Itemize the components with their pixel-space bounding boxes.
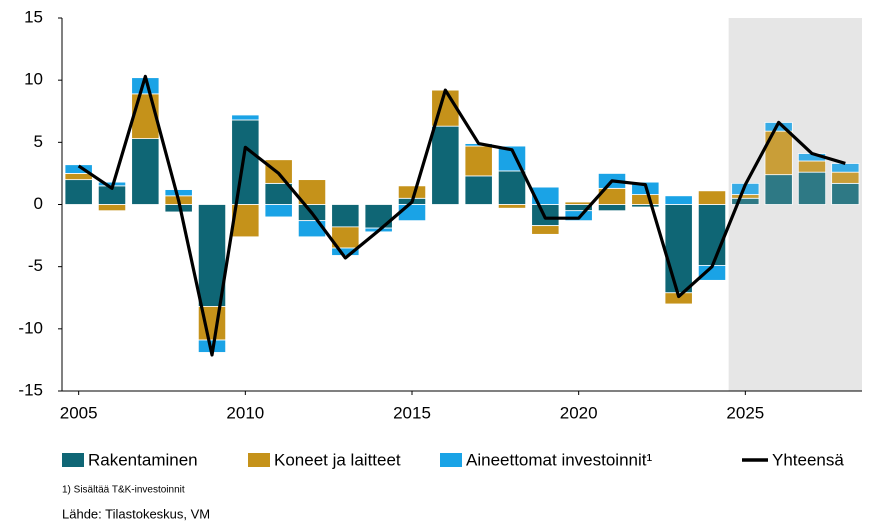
source: Lähde: Tilastokeskus, VM bbox=[62, 506, 210, 521]
y-tick-label: 5 bbox=[34, 132, 43, 151]
bar bbox=[531, 225, 560, 235]
bar bbox=[664, 204, 693, 294]
legend-label: Rakentaminen bbox=[88, 450, 198, 469]
bar bbox=[831, 163, 860, 173]
y-tick-label: -15 bbox=[18, 380, 43, 399]
footnote: 1) Sisältää T&K-investoinnit bbox=[62, 485, 185, 496]
x-tick-label: 2020 bbox=[560, 403, 598, 422]
bar bbox=[131, 138, 160, 205]
bar bbox=[331, 204, 360, 228]
legend-item: Yhteensä bbox=[742, 450, 844, 469]
bar bbox=[64, 179, 93, 205]
legend-swatch bbox=[440, 453, 462, 467]
bar bbox=[97, 204, 127, 212]
y-tick-label: -5 bbox=[28, 256, 43, 275]
bar bbox=[531, 186, 560, 205]
bar bbox=[697, 204, 727, 266]
bar bbox=[231, 119, 260, 205]
legend-swatch bbox=[248, 453, 270, 467]
bar bbox=[264, 204, 293, 218]
bar bbox=[497, 170, 527, 205]
x-tick-label: 2025 bbox=[726, 403, 764, 422]
y-tick-label: -10 bbox=[18, 318, 43, 337]
x-tick-label: 2010 bbox=[226, 403, 264, 422]
bar bbox=[397, 204, 427, 222]
bar bbox=[64, 164, 93, 174]
y-tick-label: 15 bbox=[24, 7, 43, 26]
bar bbox=[631, 194, 660, 205]
bar bbox=[731, 194, 760, 199]
bar bbox=[831, 182, 860, 205]
y-tick-label: 10 bbox=[24, 70, 43, 89]
legend-item: Rakentaminen bbox=[62, 450, 198, 469]
legend-label: Aineettomat investoinnit¹ bbox=[466, 450, 652, 469]
bar bbox=[464, 175, 493, 205]
legend-label: Yhteensä bbox=[772, 450, 844, 469]
bar bbox=[664, 195, 693, 205]
bar bbox=[731, 197, 760, 205]
legend-item: Koneet ja laitteet bbox=[248, 450, 401, 469]
bar bbox=[64, 173, 93, 181]
x-tick-label: 2005 bbox=[60, 403, 98, 422]
y-tick-label: 0 bbox=[34, 194, 43, 213]
bar bbox=[831, 171, 860, 184]
legend-swatch bbox=[62, 453, 84, 467]
bar bbox=[697, 190, 727, 205]
bar bbox=[231, 114, 260, 121]
bar bbox=[564, 201, 593, 205]
bar bbox=[797, 171, 827, 205]
bar bbox=[364, 204, 393, 229]
bar bbox=[564, 210, 593, 222]
legend-label: Koneet ja laitteet bbox=[274, 450, 401, 469]
x-tick-label: 2015 bbox=[393, 403, 431, 422]
bar bbox=[797, 160, 827, 173]
legend-item: Aineettomat investoinnit¹ bbox=[440, 450, 652, 469]
total-line bbox=[77, 74, 846, 357]
bar bbox=[431, 125, 460, 205]
bar bbox=[464, 145, 493, 177]
bar bbox=[297, 220, 327, 238]
bar bbox=[764, 174, 793, 205]
bar bbox=[497, 204, 527, 209]
bar bbox=[597, 204, 627, 212]
